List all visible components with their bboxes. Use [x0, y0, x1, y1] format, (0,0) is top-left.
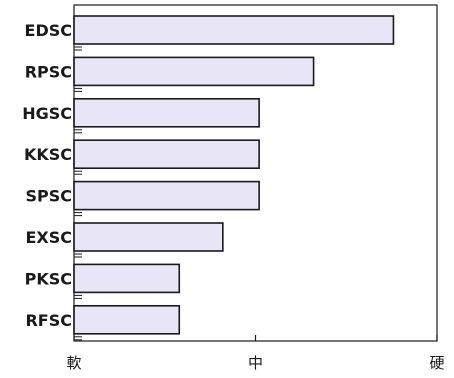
bar-edsc	[73, 15, 395, 45]
category-label-rpsc: RPSC	[25, 62, 72, 81]
minor-tick-group	[74, 46, 82, 341]
category-label-spsc: SPSC	[25, 187, 72, 206]
category-label-pksc: PKSC	[25, 269, 72, 288]
bar-spsc	[73, 180, 260, 211]
bar-rfsc	[73, 304, 181, 335]
bar-group	[73, 15, 395, 335]
x-tick-label-2: 硬	[429, 354, 444, 372]
x-tick-label-1: 中	[248, 354, 263, 372]
bar-rpsc	[73, 56, 315, 87]
bar-pksc	[73, 263, 181, 294]
category-label-kksc: KKSC	[24, 145, 72, 164]
category-label-exsc: EXSC	[25, 228, 72, 247]
x-axis-tick-group: 軟中硬	[66, 335, 445, 372]
category-label-edsc: EDSC	[25, 21, 72, 40]
bar-kksc	[73, 139, 260, 169]
bar-hgsc	[73, 98, 260, 128]
category-label-group: EDSC RPSC HGSC KKSC SPSC EXSC PKSC RFSC	[22, 21, 72, 330]
category-label-hgsc: HGSC	[22, 104, 72, 123]
category-label-rfsc: RFSC	[25, 311, 72, 330]
x-tick-label-0: 軟	[66, 354, 81, 372]
bar-exsc	[73, 222, 224, 252]
